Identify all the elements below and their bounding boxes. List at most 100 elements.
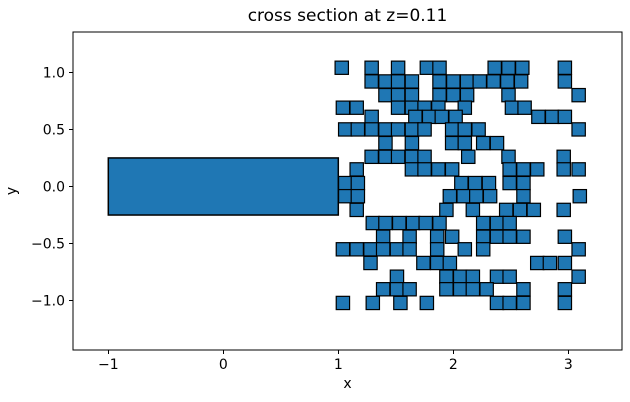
voxel-square xyxy=(365,295,381,311)
voxel-square xyxy=(393,295,408,311)
voxel-square xyxy=(557,295,573,311)
voxel-square xyxy=(515,60,530,75)
voxel-square xyxy=(446,87,461,103)
voxel-square xyxy=(517,100,532,115)
y-tick-label: 0.5 xyxy=(43,122,65,138)
voxel-square xyxy=(335,242,351,257)
voxel-square xyxy=(364,149,379,165)
voxel-square xyxy=(337,122,353,137)
voxel-square xyxy=(516,175,531,191)
voxel-square xyxy=(444,229,460,244)
voxel-square xyxy=(431,162,446,177)
voxel-square xyxy=(429,229,445,244)
voxel-square xyxy=(350,122,366,137)
voxel-square xyxy=(364,109,379,125)
voxel-square xyxy=(337,175,353,191)
voxel-square xyxy=(457,122,473,137)
voxel-square xyxy=(439,269,454,284)
y-axis-label: y xyxy=(4,186,21,196)
voxel-square xyxy=(432,87,447,103)
voxel-square xyxy=(489,295,505,311)
patches-layer xyxy=(107,60,588,311)
voxel-square xyxy=(542,255,558,271)
voxel-square xyxy=(472,74,488,89)
voxel-square xyxy=(489,229,505,244)
voxel-square xyxy=(378,215,393,231)
voxel-square xyxy=(489,269,505,284)
voxel-square xyxy=(390,100,406,115)
voxel-square xyxy=(439,202,454,218)
voxel-square xyxy=(416,255,431,271)
voxel-square xyxy=(454,175,469,191)
voxel-square xyxy=(471,122,486,137)
voxel-square xyxy=(457,242,473,257)
voxel-square xyxy=(364,60,379,75)
voxel-square xyxy=(363,255,378,271)
voxel-square xyxy=(526,202,542,218)
voxel-square xyxy=(475,135,491,151)
voxel-square xyxy=(389,242,405,257)
voxel-square xyxy=(557,229,573,244)
voxel-square xyxy=(481,175,497,191)
axes-frame xyxy=(72,31,623,351)
voxel-square xyxy=(502,175,517,191)
voxel-square xyxy=(389,269,405,284)
y-tick-label: 1.0 xyxy=(43,65,65,81)
voxel-square xyxy=(375,242,391,257)
voxel-square xyxy=(475,242,491,257)
plot-title: cross section at z=0.11 xyxy=(247,6,448,26)
voxel-square xyxy=(365,215,381,231)
voxel-square xyxy=(334,60,350,75)
voxel-square xyxy=(446,74,461,89)
voxel-square xyxy=(452,282,468,297)
voxel-square xyxy=(404,74,420,89)
voxel-square xyxy=(337,188,353,204)
voxel-square xyxy=(502,229,517,244)
voxel-square xyxy=(432,74,447,89)
voxel-square xyxy=(502,162,517,177)
voxel-square xyxy=(405,215,421,231)
voxel-square xyxy=(475,229,491,244)
voxel-square xyxy=(429,242,445,257)
y-tick-label: −0.5 xyxy=(31,237,65,253)
voxel-square xyxy=(529,162,545,177)
voxel-square xyxy=(378,135,393,151)
voxel-square xyxy=(404,87,420,103)
voxel-square xyxy=(489,215,505,231)
voxel-square xyxy=(390,122,406,137)
voxel-square xyxy=(419,295,435,311)
voxel-square xyxy=(557,255,573,271)
voxel-square xyxy=(444,122,460,137)
voxel-square xyxy=(500,74,515,89)
voxel-square xyxy=(482,188,498,204)
voxel-square xyxy=(375,282,391,297)
voxel-square xyxy=(378,149,393,165)
voxel-square xyxy=(486,74,501,89)
voxel-square xyxy=(465,282,481,297)
voxel-square xyxy=(498,202,514,218)
voxel-square xyxy=(457,135,473,151)
voxel-square xyxy=(544,109,560,125)
voxel-square xyxy=(465,269,481,284)
voxel-square xyxy=(404,135,420,151)
voxel-square xyxy=(429,255,445,271)
voxel-square xyxy=(434,109,450,125)
voxel-square xyxy=(556,202,571,218)
voxel-square xyxy=(417,162,432,177)
voxel-square xyxy=(404,149,420,165)
voxel-square xyxy=(467,175,483,191)
voxel-square xyxy=(402,229,417,244)
voxel-square xyxy=(402,282,417,297)
voxel-square xyxy=(417,122,432,137)
voxel-square xyxy=(378,74,393,89)
voxel-square xyxy=(335,295,351,311)
voxel-square xyxy=(557,74,573,89)
x-tick-label: 0 xyxy=(219,357,228,373)
voxel-square xyxy=(516,162,531,177)
voxel-square xyxy=(556,162,571,177)
y-tick-label: −1.0 xyxy=(31,294,65,310)
voxel-square xyxy=(363,242,378,257)
voxel-square xyxy=(444,135,460,151)
voxel-square xyxy=(479,282,494,297)
voxel-square xyxy=(531,109,546,125)
